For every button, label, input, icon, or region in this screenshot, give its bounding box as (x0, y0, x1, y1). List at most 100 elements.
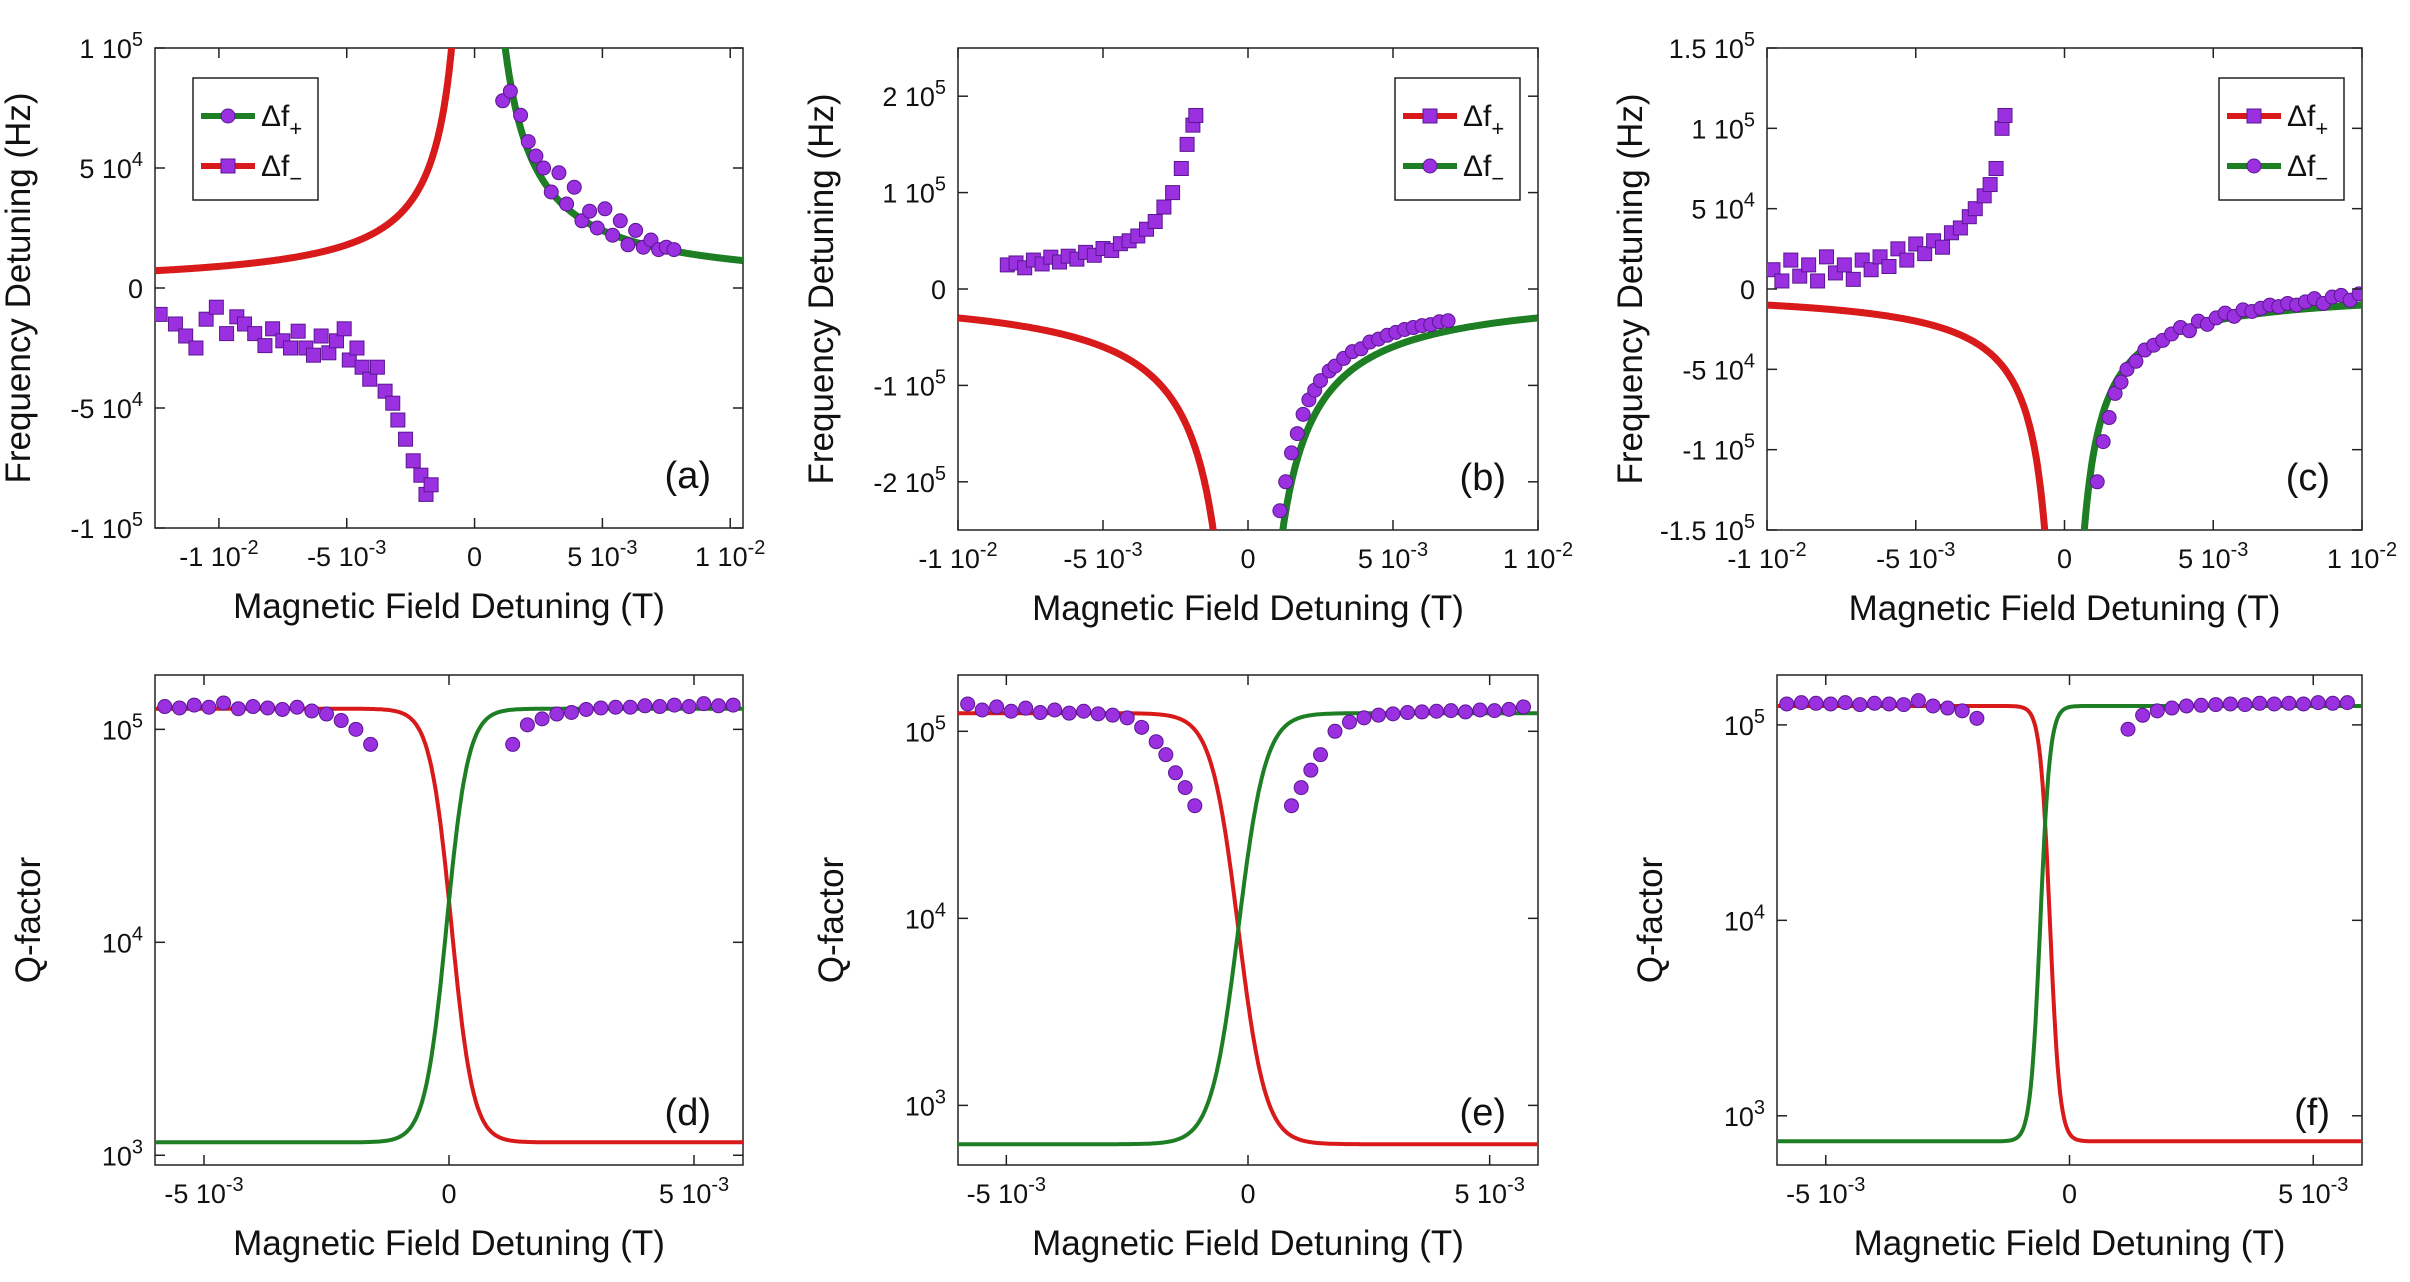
data-point-square (390, 412, 406, 428)
plot-frame (1776, 674, 2363, 1166)
data-point-circle (1940, 700, 1956, 716)
data-point-square (1863, 262, 1879, 278)
data-point-circle (1823, 696, 1839, 712)
legend-label: Δf+ (2287, 100, 2328, 141)
legend-marker-circle (220, 108, 236, 124)
data-point-square (1156, 199, 1172, 215)
data-point-circle (1793, 695, 1809, 711)
panel-e: -5 10-3 0 5 10-3 103 104 105 Magnetic Field De… (812, 674, 1539, 1263)
legend-marker-square (2246, 108, 2262, 124)
data-point-circle (725, 697, 741, 713)
data-point-circle (1443, 703, 1459, 719)
data-point-circle (2252, 695, 2268, 711)
y-tick-label: 5 104 (79, 149, 143, 184)
data-point-square (354, 359, 370, 375)
x-tick-label: 5 10-3 (567, 537, 637, 572)
x-tick-label: 0 (2062, 1179, 2077, 1209)
data-point-circle (1896, 697, 1912, 713)
data-point-circle (1925, 698, 1941, 714)
data-point-circle (363, 736, 379, 752)
y-axis-label: Frequency Detuning (Hz) (1611, 94, 1650, 485)
data-point-circle (1881, 696, 1897, 712)
y-axis-label: Q-factor (9, 856, 48, 983)
data-point-circle (2296, 696, 2311, 712)
data-point-square (1147, 214, 1163, 230)
x-tick-label: 5 10-3 (1454, 1174, 1524, 1209)
x-tick-label: -1 10-2 (918, 539, 997, 574)
y-tick-label: -1 105 (70, 509, 143, 544)
data-point-circle (520, 134, 536, 150)
data-point-circle (652, 699, 668, 715)
data-point-circle (711, 698, 726, 714)
data-point-square (362, 371, 378, 387)
y-tick-label: -1 105 (873, 366, 946, 401)
data-point-circle (1158, 747, 1174, 763)
data-point-circle (2266, 696, 2282, 712)
legend-box (1394, 77, 1521, 201)
y-tick-label: 105 (102, 710, 143, 745)
y-tick-label: -1 105 (1682, 431, 1755, 466)
data-point-circle (333, 713, 349, 729)
data-point-circle (1003, 703, 1019, 719)
data-point-circle (1969, 710, 1985, 726)
data-point-circle (534, 711, 550, 727)
data-point-circle (348, 721, 364, 737)
data-point-square (1836, 257, 1852, 273)
y-tick-label: 105 (905, 712, 946, 747)
data-point-circle (605, 227, 621, 243)
data-point-circle (622, 699, 638, 715)
data-point-circle (666, 242, 682, 258)
data-point-circle (1385, 706, 1401, 722)
y-tick-label: 0 (128, 274, 143, 304)
data-point-square (377, 383, 393, 399)
data-point-square (208, 299, 224, 315)
data-point-circle (2095, 434, 2111, 450)
data-point-circle (628, 222, 644, 238)
data-point-circle (582, 203, 598, 219)
data-point-circle (974, 702, 990, 718)
data-point-square (405, 453, 421, 469)
data-point-circle (1148, 734, 1164, 750)
x-tick-label: 1 10-2 (695, 537, 765, 572)
data-point-square (1997, 107, 2013, 123)
data-point-circle (2120, 721, 2136, 737)
y-tick-label: 0 (1740, 275, 1755, 305)
data-point-circle (528, 148, 544, 164)
data-point-circle (274, 701, 290, 717)
data-point-circle (2128, 353, 2144, 369)
data-point-circle (1076, 703, 1092, 719)
panel-a: -1 10-2 -5 10-3 0 5 10-3 1 10-2 -1 105 -5 104 0… (0, 29, 765, 626)
data-point-circle (2089, 474, 2105, 490)
data-point-circle (304, 703, 320, 719)
x-axis-label: Magnetic Field Detuning (T) (233, 587, 665, 626)
x-tick-label: 1 10-2 (2327, 539, 2397, 574)
y-tick-label: 1 105 (79, 29, 143, 64)
data-point-square (257, 338, 273, 354)
data-point-circle (319, 706, 334, 722)
data-point-square (313, 328, 329, 344)
x-axis-label: Magnetic Field Detuning (T) (1032, 1224, 1464, 1263)
y-tick-label: -5 104 (1682, 350, 1755, 385)
data-point-circle (230, 701, 246, 717)
data-point-square (1890, 241, 1906, 257)
data-point-circle (1487, 703, 1502, 719)
x-tick-label: 0 (1240, 1179, 1255, 1209)
data-point-circle (1852, 697, 1868, 713)
data-point-square (1935, 239, 1951, 255)
data-point-square (329, 333, 345, 349)
data-point-circle (1284, 798, 1299, 814)
data-point-circle (1808, 695, 1824, 711)
data-point-square (219, 326, 235, 342)
panel-label: (a) (665, 455, 711, 497)
data-point-circle (2222, 696, 2238, 712)
panel-label: (f) (2294, 1092, 2330, 1134)
x-axis-label: Magnetic Field Detuning (T) (1032, 589, 1464, 628)
data-point-circle (172, 700, 187, 716)
data-point-circle (1061, 705, 1077, 721)
x-tick-label: -5 10-3 (967, 1174, 1046, 1209)
data-points (1779, 693, 2355, 737)
data-point-circle (1119, 710, 1135, 726)
data-point-square (188, 340, 204, 356)
data-point-circle (2237, 697, 2253, 713)
data-point-circle (2208, 697, 2224, 713)
